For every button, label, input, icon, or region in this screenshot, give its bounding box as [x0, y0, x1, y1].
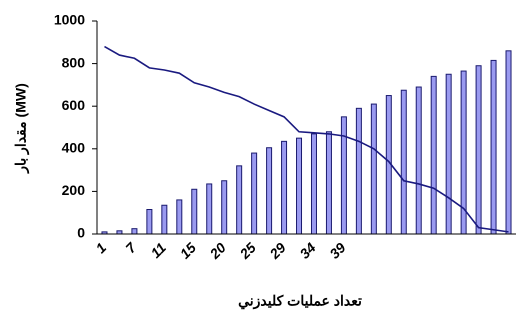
bar: [430, 75, 437, 235]
bar: [340, 116, 347, 235]
bar: [325, 131, 332, 235]
bar: [206, 183, 213, 235]
bar: [281, 140, 288, 235]
x-tick-label: 7: [122, 239, 140, 257]
bar: [505, 50, 512, 235]
y-tick-label: 400: [62, 140, 86, 156]
y-tick-label: 800: [62, 54, 86, 70]
bar: [400, 89, 407, 235]
bar: [445, 73, 452, 235]
bar: [176, 199, 183, 235]
x-tick-label: 39: [326, 239, 348, 261]
bar: [310, 133, 317, 235]
bar: [355, 107, 362, 235]
x-tick-label: 20: [206, 239, 229, 262]
x-tick-label: 15: [177, 239, 199, 261]
y-tick-label: 1000: [54, 12, 85, 28]
bar: [475, 65, 482, 235]
bar: [146, 209, 153, 235]
x-tick-label: 34: [296, 239, 318, 261]
x-axis-label: تعداد عمليات كليدزني: [238, 293, 362, 310]
x-tick-label: 1: [92, 239, 109, 256]
bar: [415, 86, 422, 235]
y-tick-label: 600: [62, 97, 86, 113]
bar: [296, 137, 303, 235]
bar: [131, 228, 138, 235]
x-tick-label: 25: [236, 239, 259, 262]
y-tick-label: 0: [77, 225, 85, 241]
bar: [161, 204, 168, 235]
bar: [490, 59, 497, 235]
bar: [221, 180, 228, 235]
bar: [266, 147, 273, 235]
y-tick-label: 200: [62, 182, 86, 198]
line: [104, 45, 509, 233]
bar: [251, 152, 258, 235]
x-tick-label: 11: [147, 239, 169, 261]
bar: [191, 188, 198, 235]
bar: [370, 103, 377, 235]
x-tick-label: 29: [266, 239, 289, 262]
y-axis-label: مقدار بار (MW): [13, 83, 30, 174]
bar: [236, 165, 243, 235]
